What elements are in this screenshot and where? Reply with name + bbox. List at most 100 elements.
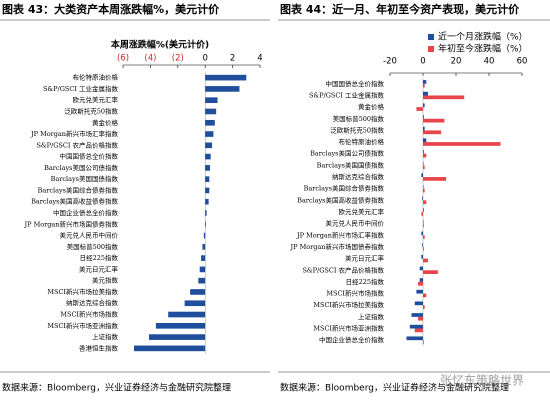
bar (423, 95, 465, 100)
bar (190, 289, 206, 295)
y-tick-label: S&P/GSCI 工业金属指数 (43, 84, 119, 93)
bar (423, 115, 424, 119)
x-tick-label: (4) (144, 54, 156, 64)
bar (421, 254, 423, 259)
bar (423, 80, 427, 84)
bar (423, 153, 427, 158)
bar (423, 130, 442, 135)
x-tick-label: -20 (383, 57, 397, 67)
y-tick-label: JP Morgan新兴市场国债券指数 (24, 219, 119, 228)
x-tick-label: 2 (230, 54, 235, 64)
bar (421, 173, 423, 178)
y-tick-label: S&P/GSCI 农产品价格指数 (36, 140, 118, 149)
bar (168, 311, 206, 318)
bar (202, 244, 206, 250)
bar (205, 210, 207, 216)
bar (203, 232, 206, 239)
bar (205, 97, 218, 104)
bar (423, 150, 424, 154)
y-tick-label: JP Morgan新兴市场汇率指数 (296, 230, 384, 239)
bar (423, 83, 425, 88)
y-tick-label: 中国企业债总全价指数 (53, 208, 119, 217)
bar (205, 165, 210, 171)
bar (422, 196, 423, 201)
y-tick-label: 纳斯达克综合指数 (66, 298, 119, 307)
y-tick-label: 黄金价格 (358, 102, 385, 111)
bar (205, 221, 206, 228)
x-tick-label: 60 (517, 57, 528, 67)
y-tick-label: 黄金价格 (92, 118, 119, 127)
bar (423, 188, 425, 193)
legend-label: 年初至今涨跌幅（%） (438, 43, 528, 55)
bar (423, 305, 425, 309)
y-tick-label: Barclays美国公司债指数 (310, 149, 384, 158)
y-tick-label: Barclays美国综合债券指数 (38, 185, 119, 194)
bar (205, 187, 210, 194)
y-tick-label: 中国国债总全价指数 (326, 79, 385, 88)
legend-swatch (428, 46, 434, 52)
y-tick-label: 美国标普500指数 (333, 114, 385, 123)
heading: 图表 43：大类资产本周涨跌幅%，美元计价 (2, 2, 220, 16)
bar (414, 301, 423, 306)
bar (205, 119, 215, 126)
y-tick-label: Barclays美国综合债券指数 (304, 184, 385, 193)
bar (205, 153, 211, 160)
bar (423, 138, 427, 143)
y-tick-label: 欧元兑美元汇率 (339, 207, 385, 216)
bar (184, 300, 206, 307)
y-tick-label: 日经225指数 (80, 253, 119, 262)
bar (198, 277, 206, 284)
y-tick-label: 欧元兑美元汇率 (73, 95, 119, 104)
y-tick-label: 美元日元汇率 (345, 254, 385, 263)
y-tick-label: 布伦特原油价格 (339, 137, 385, 146)
bar (149, 334, 206, 340)
bar (205, 176, 210, 182)
y-tick-label: MSCI新兴市场指数 (326, 289, 384, 298)
bar (419, 278, 423, 282)
y-tick-label: 美元兑人民币中间价 (60, 231, 119, 240)
y-tick-label: 纳斯达克综合指数 (332, 172, 385, 181)
bar (423, 340, 424, 344)
x-tick-label: 0 (420, 57, 425, 67)
bar (414, 328, 423, 333)
bar (205, 74, 247, 81)
chart-title: 本周涨跌幅%(美元计价) (111, 39, 209, 51)
bar (423, 235, 425, 240)
bar (133, 345, 206, 352)
x-tick-label: (2) (172, 54, 184, 64)
bar (423, 258, 428, 263)
bar (421, 231, 423, 236)
bar (418, 281, 423, 286)
bar (205, 86, 240, 92)
bar (423, 165, 425, 170)
y-tick-label: JP Morgan新兴市场国债券指数 (290, 242, 385, 251)
y-tick-label: 美元兑人民币中间价 (326, 219, 385, 228)
bar (423, 246, 424, 251)
y-tick-label: 中国国债总全价指数 (60, 152, 119, 161)
bar (423, 177, 447, 181)
y-tick-label: 美元日元汇率 (79, 264, 119, 273)
y-tick-label: 日经225指数 (346, 277, 385, 286)
source: 数据来源：Bloomberg，兴业证券经济与金融研究院整理 (2, 382, 231, 394)
y-tick-label: Barclays美国高收益债券指数 (297, 195, 384, 204)
y-tick-label: 泛欧斯托克50指数 (64, 106, 118, 115)
y-tick-label: Barclays美国高收益债券指数 (31, 197, 118, 206)
bar (421, 212, 423, 216)
bar (423, 223, 424, 228)
y-tick-label: 美国标普500指数 (67, 242, 119, 251)
bar (423, 91, 428, 96)
bar (423, 126, 425, 131)
y-tick-label: 上证指数 (358, 312, 385, 321)
bar (419, 266, 423, 271)
bar (411, 313, 423, 317)
legend-label: 近一个月涨跌幅（%） (438, 31, 528, 43)
bar (205, 142, 213, 149)
x-tick-label: 0 (202, 54, 207, 64)
bar (423, 293, 427, 298)
bar (205, 131, 214, 137)
bar (416, 289, 423, 294)
watermark: 张忆东策略世界 (440, 373, 524, 388)
y-tick-label: S&P/GSCI 农产品价格指数 (302, 265, 384, 274)
bar (406, 336, 423, 341)
